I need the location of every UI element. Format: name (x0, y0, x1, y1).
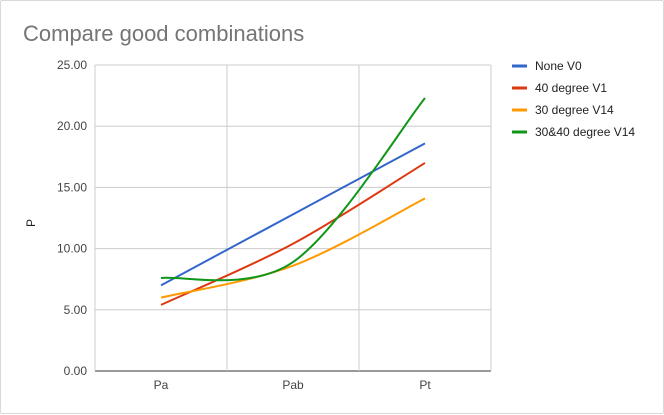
x-tick-label: Pab (282, 378, 304, 392)
legend-swatch (512, 86, 527, 90)
y-tick-label: 5.00 (64, 303, 88, 317)
legend[interactable]: None V0 40 degree V1 30 degree V14 30&40 de… (512, 59, 635, 139)
legend-swatch (512, 64, 527, 68)
legend-label-40-degree-v1[interactable]: 40 degree V1 (535, 81, 607, 95)
legend-label-30-40-degree-v14[interactable]: 30&40 degree V14 (535, 125, 635, 139)
y-tick-label: 25.00 (57, 58, 87, 72)
x-tick-label: Pa (154, 378, 169, 392)
y-tick-label: 15.00 (57, 180, 87, 194)
y-tick-label: 20.00 (57, 119, 87, 133)
y-tick-label: 0.00 (64, 364, 88, 378)
series-line-30-40-degree-v14[interactable] (160, 97, 426, 282)
legend-swatch (512, 108, 527, 112)
y-tick-label: 10.00 (57, 242, 87, 256)
series-lines (160, 97, 426, 306)
series-line-30-degree-v14[interactable] (160, 197, 426, 299)
y-axis-label: P (24, 219, 38, 227)
legend-swatch (512, 130, 527, 134)
series-line-none-v0[interactable] (160, 142, 426, 287)
legend-label-30-degree-v14[interactable]: 30 degree V14 (535, 103, 614, 117)
legend-label-none-v0[interactable]: None V0 (535, 59, 582, 73)
series-line-40-degree-v1[interactable] (160, 162, 426, 306)
y-axis-ticks: 0.00 5.00 10.00 15.00 20.00 25.00 (57, 58, 87, 378)
chart-title: Compare good combinations (23, 21, 304, 46)
gridlines (94, 64, 492, 372)
x-axis-ticks: Pa Pab Pt (154, 378, 432, 392)
x-tick-label: Pt (419, 378, 431, 392)
